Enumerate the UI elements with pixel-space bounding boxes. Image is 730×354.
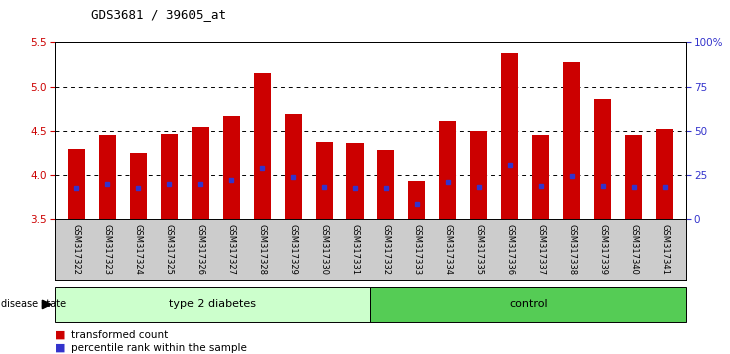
Bar <box>563 62 580 219</box>
Bar <box>370 287 686 322</box>
Bar <box>161 134 178 219</box>
Text: GSM317326: GSM317326 <box>196 224 204 275</box>
Text: GSM317322: GSM317322 <box>72 224 81 275</box>
Bar <box>502 53 518 219</box>
Bar <box>594 99 611 219</box>
Text: GSM317329: GSM317329 <box>288 224 298 275</box>
Text: transformed count: transformed count <box>71 330 168 339</box>
Bar <box>192 127 209 219</box>
Bar <box>347 143 364 219</box>
Bar <box>223 116 239 219</box>
Text: GSM317341: GSM317341 <box>660 224 669 275</box>
Bar <box>253 73 271 219</box>
Text: control: control <box>509 299 548 309</box>
Text: GSM317333: GSM317333 <box>412 224 421 275</box>
Bar <box>439 121 456 219</box>
Text: GSM317331: GSM317331 <box>350 224 359 275</box>
Bar <box>68 149 85 219</box>
Bar <box>377 149 394 219</box>
Text: percentile rank within the sample: percentile rank within the sample <box>71 343 247 353</box>
Text: GSM317337: GSM317337 <box>537 224 545 275</box>
Text: disease state: disease state <box>1 299 66 309</box>
Text: GSM317330: GSM317330 <box>320 224 328 275</box>
Text: GSM317336: GSM317336 <box>505 224 514 275</box>
Bar <box>315 142 333 219</box>
Bar <box>470 131 488 219</box>
Text: GDS3681 / 39605_at: GDS3681 / 39605_at <box>91 8 226 21</box>
Bar <box>408 181 426 219</box>
Text: GSM317338: GSM317338 <box>567 224 576 275</box>
Text: ■: ■ <box>55 343 65 353</box>
Text: GSM317328: GSM317328 <box>258 224 266 275</box>
Bar <box>130 153 147 219</box>
Bar <box>55 287 370 322</box>
Bar <box>285 114 301 219</box>
Text: GSM317340: GSM317340 <box>629 224 638 275</box>
Text: ■: ■ <box>55 330 65 339</box>
Bar <box>656 129 673 219</box>
Text: GSM317325: GSM317325 <box>165 224 174 275</box>
Text: GSM317324: GSM317324 <box>134 224 143 275</box>
Text: GSM317332: GSM317332 <box>382 224 391 275</box>
Text: type 2 diabetes: type 2 diabetes <box>169 299 256 309</box>
Text: GSM317334: GSM317334 <box>443 224 453 275</box>
Bar <box>625 135 642 219</box>
Bar <box>532 135 549 219</box>
Polygon shape <box>42 300 51 309</box>
Text: GSM317339: GSM317339 <box>598 224 607 275</box>
Text: GSM317335: GSM317335 <box>474 224 483 275</box>
Text: GSM317323: GSM317323 <box>103 224 112 275</box>
Text: GSM317327: GSM317327 <box>227 224 236 275</box>
Bar <box>99 135 116 219</box>
